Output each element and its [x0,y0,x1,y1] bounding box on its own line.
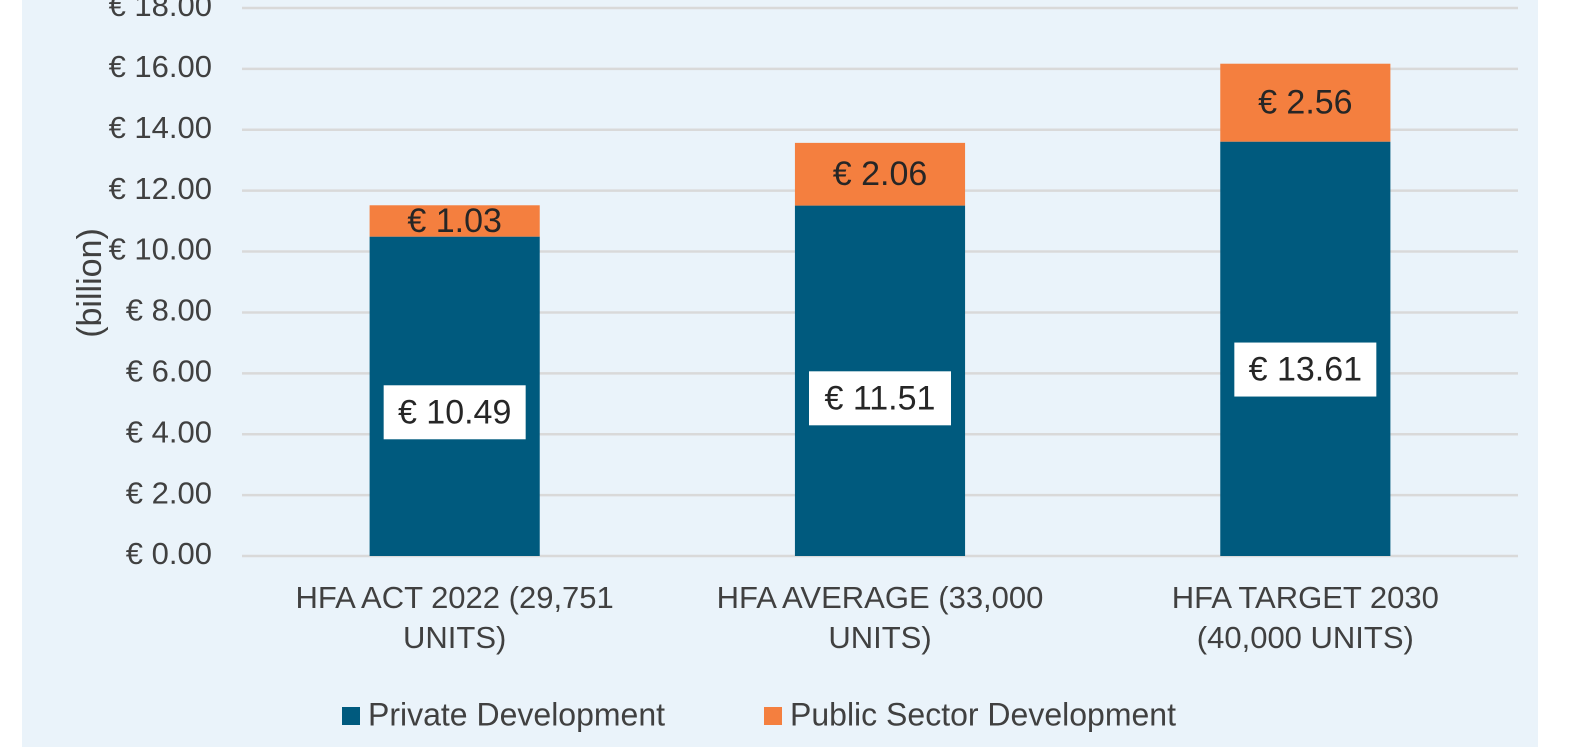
y-axis-label: (billion) [71,228,109,338]
x-category-label: HFA ACT 2022 (29,751 [296,580,614,615]
x-category-label: HFA TARGET 2030 [1172,580,1439,615]
legend-label: Public Sector Development [790,696,1176,732]
data-labels: € 10.49 € 1.03 € 11.51 € 2.06 € 13.61 € 2.56 [383,84,1377,440]
bar-public-sector-development [1220,63,1391,142]
y-tick-label: € 4.00 [126,414,212,449]
x-category-label: UNITS) [403,620,506,655]
data-label: € 2.06 [833,155,928,193]
y-tick-label: € 2.00 [126,475,212,510]
y-tick-label: € 0.00 [126,536,212,571]
data-label: € 1.03 [407,202,502,240]
y-tick-label: € 8.00 [126,293,212,328]
bar-public-sector-development [369,205,540,237]
data-label: € 2.56 [1258,84,1353,122]
y-tick-label: € 12.00 [109,171,212,206]
x-category-label: UNITS) [828,620,931,655]
x-axis-categories: HFA ACT 2022 (29,751 UNITS) HFA AVERAGE (3… [296,580,1439,655]
data-label: € 11.51 [825,379,936,417]
stacked-bar-chart: € 0.00 € 2.00 € 4.00 € 6.00 € 8.00 € 10.00 € 1… [71,0,1518,732]
data-label: € 13.61 [1249,351,1362,389]
legend: Private Development Public Sector Develop… [342,696,1176,732]
data-label-box [383,385,526,440]
bar-public-sector-development [794,142,966,206]
y-axis-ticks: € 0.00 € 2.00 € 4.00 € 6.00 € 8.00 € 10.00 € 1… [109,0,212,571]
legend-swatch [342,707,360,725]
y-tick-label: € 10.00 [109,232,212,267]
y-tick-label: € 6.00 [126,354,212,389]
chart-area: € 0.00 € 2.00 € 4.00 € 6.00 € 8.00 € 10.00 € 1… [22,0,1538,747]
data-label: € 10.49 [398,393,511,431]
y-tick-label: € 16.00 [109,49,212,84]
data-label-box [1234,342,1377,397]
x-category-label: HFA AVERAGE (33,000 [717,580,1044,615]
legend-swatch [764,707,782,725]
x-category-label: (40,000 UNITS) [1197,620,1414,655]
y-tick-label: € 18.00 [109,0,212,23]
y-tick-label: € 14.00 [109,110,212,145]
bars [369,63,1391,557]
data-label-box [809,371,951,426]
legend-label: Private Development [368,696,665,732]
